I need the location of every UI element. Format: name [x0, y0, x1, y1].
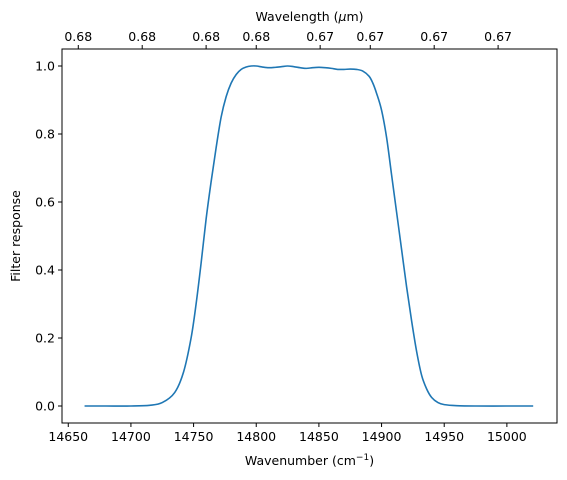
filter-response-line — [84, 65, 534, 407]
y-tick-label: 0.4 — [35, 263, 55, 278]
top-tick-label: 0.67 — [420, 29, 448, 44]
x-tick-label: 14800 — [236, 429, 276, 444]
y-tick-label: 0.2 — [35, 331, 55, 346]
top-tick-label: 0.68 — [242, 29, 270, 44]
x-tick-label: 14950 — [424, 429, 464, 444]
top-tick-label: 0.68 — [192, 29, 220, 44]
x-axis-title: Wavenumber (cm−1) — [245, 453, 374, 468]
top-tick-label: 0.67 — [356, 29, 384, 44]
plot-frame — [61, 48, 558, 424]
y-tick-label: 0.0 — [35, 399, 55, 414]
y-tick-label: 1.0 — [35, 59, 55, 74]
bottom-x-axis: 14650 14700 14750 14800 14850 14900 14950 15000 — [48, 423, 527, 444]
y-tick-label: 0.8 — [35, 127, 55, 142]
y-tick-label: 0.6 — [35, 195, 55, 210]
x-tick-label: 14750 — [174, 429, 214, 444]
top-axis-title: Wavelength (μm) — [255, 9, 363, 24]
y-axis: 0.0 0.2 0.4 0.6 0.8 1.0 — [35, 59, 62, 414]
x-tick-label: 14850 — [299, 429, 339, 444]
top-tick-label: 0.67 — [484, 29, 512, 44]
x-tick-label: 14650 — [48, 429, 88, 444]
top-tick-label: 0.68 — [128, 29, 156, 44]
x-tick-label: 14700 — [111, 429, 151, 444]
top-x-axis: 0.68 0.68 0.68 0.68 0.67 0.67 0.67 0.67 — [64, 29, 512, 49]
x-tick-label: 15000 — [487, 429, 527, 444]
top-tick-label: 0.68 — [64, 29, 92, 44]
y-axis-title: Filter response — [8, 190, 23, 282]
x-tick-label: 14900 — [362, 429, 402, 444]
top-tick-label: 0.67 — [306, 29, 334, 44]
plot-area — [84, 65, 534, 407]
